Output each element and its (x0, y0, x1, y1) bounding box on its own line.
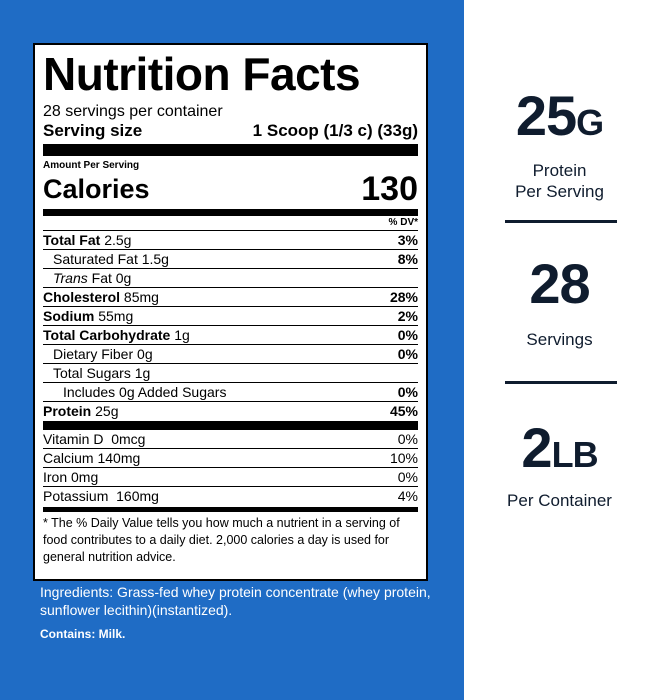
nutrient-row-protein: Protein 25g 45% (43, 402, 418, 421)
medium-divider (43, 209, 418, 216)
vitamins-divider (43, 421, 418, 430)
nutrient-amount: 1g (134, 365, 151, 381)
nutrition-facts-title: Nutrition Facts (43, 48, 361, 100)
stat-unit: LB (551, 434, 599, 475)
vitamin-amount: 0mcg (111, 431, 146, 447)
nutrient-name: Total Carbohydrate (43, 327, 171, 343)
left-panel: Nutrition Facts 28 servings per containe… (0, 0, 464, 700)
nutrient-amount: 85mg (123, 289, 159, 305)
nutrient-amount: 2.5g (104, 232, 132, 248)
stat-caption: Per Container (507, 491, 612, 510)
nutrient-dv: 28% (389, 289, 418, 305)
stat-value: 25 (515, 84, 577, 147)
servings-per-container: 28 servings per container (43, 103, 223, 120)
nutrient-dv: 8% (397, 251, 418, 267)
vitamin-name: Vitamin D (43, 431, 104, 447)
nutrient-name: Includes 0g Added Sugars (63, 384, 227, 400)
vitamin-amount: 0mg (71, 469, 99, 485)
nutrient-row-total-fat: Total Fat 2.5g 3% (43, 231, 418, 250)
calories-row: Calories 130 (43, 172, 418, 206)
allergen-statement: Contains: Milk. (40, 627, 126, 641)
nutrient-dv: 2% (397, 308, 418, 324)
vitamin-dv: 10% (389, 450, 418, 466)
serving-size-row: Serving size 1 Scoop (1/3 c) (33g) (43, 121, 418, 141)
stat-protein: 25G Protein Per Serving (464, 86, 655, 202)
ingredients-text: Ingredients: Grass-fed whey protein conc… (40, 584, 431, 618)
nutrient-row-total-carbohydrate: Total Carbohydrate 1g 0% (43, 326, 418, 345)
serving-size-value: 1 Scoop (1/3 c) (33g) (252, 121, 418, 140)
nutrient-amount: 55mg (98, 308, 134, 324)
nutrient-dv: 45% (389, 403, 418, 419)
nutrient-name: Fat (91, 270, 112, 286)
nutrient-row-cholesterol: Cholesterol 85mg 28% (43, 288, 418, 307)
nutrient-row-dietary-fiber: Dietary Fiber 0g 0% (43, 345, 418, 364)
calories-label: Calories (43, 174, 150, 204)
nutrient-name: Saturated Fat (53, 251, 138, 267)
nutrition-facts-label: Nutrition Facts 28 servings per containe… (33, 43, 428, 581)
nutrient-dv: 0% (397, 346, 418, 362)
amount-per-serving: Amount Per Serving (43, 160, 140, 171)
vitamin-dv: 0% (397, 431, 418, 447)
nutrient-dv: 0% (397, 327, 418, 343)
nutrient-name-italic: Trans (53, 270, 88, 286)
nutrient-row-trans-fat: Trans Fat 0g (43, 269, 418, 288)
daily-value-header: % DV* (43, 216, 418, 231)
calories-value: 130 (361, 170, 418, 208)
nutrient-amount: 0g (115, 270, 132, 286)
nutrient-name: Cholesterol (43, 289, 121, 305)
vitamin-name: Calcium (43, 450, 94, 466)
stat-value: 2 (521, 416, 552, 479)
nutrient-amount: 1g (174, 327, 190, 343)
footnote-divider (43, 507, 418, 512)
daily-value-footnote: * The % Daily Value tells you how much a… (43, 516, 400, 564)
nutrient-row-saturated-fat: Saturated Fat 1.5g 8% (43, 250, 418, 269)
stat-caption: Protein (532, 161, 587, 180)
nutrient-amount: 1.5g (141, 251, 169, 267)
stat-servings: 28 Servings (464, 254, 655, 350)
vitamin-row-iron: Iron 0mg 0% (43, 468, 418, 487)
stat-divider (505, 220, 617, 223)
vitamin-name: Iron (43, 469, 68, 485)
nutrient-name: Protein (43, 403, 92, 419)
vitamin-name: Potassium (43, 488, 109, 504)
nutrient-row-added-sugars: Includes 0g Added Sugars 0% (43, 383, 418, 402)
vitamin-row-calcium: Calcium 140mg 10% (43, 449, 418, 468)
nutrient-row-total-sugars: Total Sugars 1g (43, 364, 418, 383)
nutrient-dv: 0% (397, 384, 418, 400)
vitamin-row-vitamin-d: Vitamin D 0mcg 0% (43, 430, 418, 449)
stat-container-weight: 2LB Per Container (464, 418, 655, 511)
vitamin-row-potassium: Potassium 160mg 4% (43, 487, 418, 506)
nutrient-name: Sodium (43, 308, 95, 324)
nutrient-name: Total Sugars (53, 365, 131, 381)
stat-caption: Per Serving (515, 182, 604, 201)
stat-value: 28 (529, 252, 590, 315)
serving-size-label: Serving size (43, 121, 143, 140)
nutrient-amount: 0g (137, 346, 153, 362)
stat-unit: G (576, 102, 604, 143)
thick-divider (43, 144, 418, 156)
nutrient-row-sodium: Sodium 55mg 2% (43, 307, 418, 326)
nutrient-dv: 3% (397, 232, 418, 248)
right-panel: 25G Protein Per Serving 28 Servings 2LB … (464, 0, 655, 700)
nutrient-amount: 25g (95, 403, 119, 419)
stat-caption: Servings (526, 330, 593, 349)
stat-divider (505, 381, 617, 384)
vitamin-amount: 160mg (116, 488, 159, 504)
vitamin-dv: 0% (397, 469, 418, 485)
vitamin-amount: 140mg (97, 450, 141, 466)
nutrient-name: Total Fat (43, 232, 101, 248)
nutrient-name: Dietary Fiber (53, 346, 134, 362)
vitamin-dv: 4% (397, 488, 418, 504)
